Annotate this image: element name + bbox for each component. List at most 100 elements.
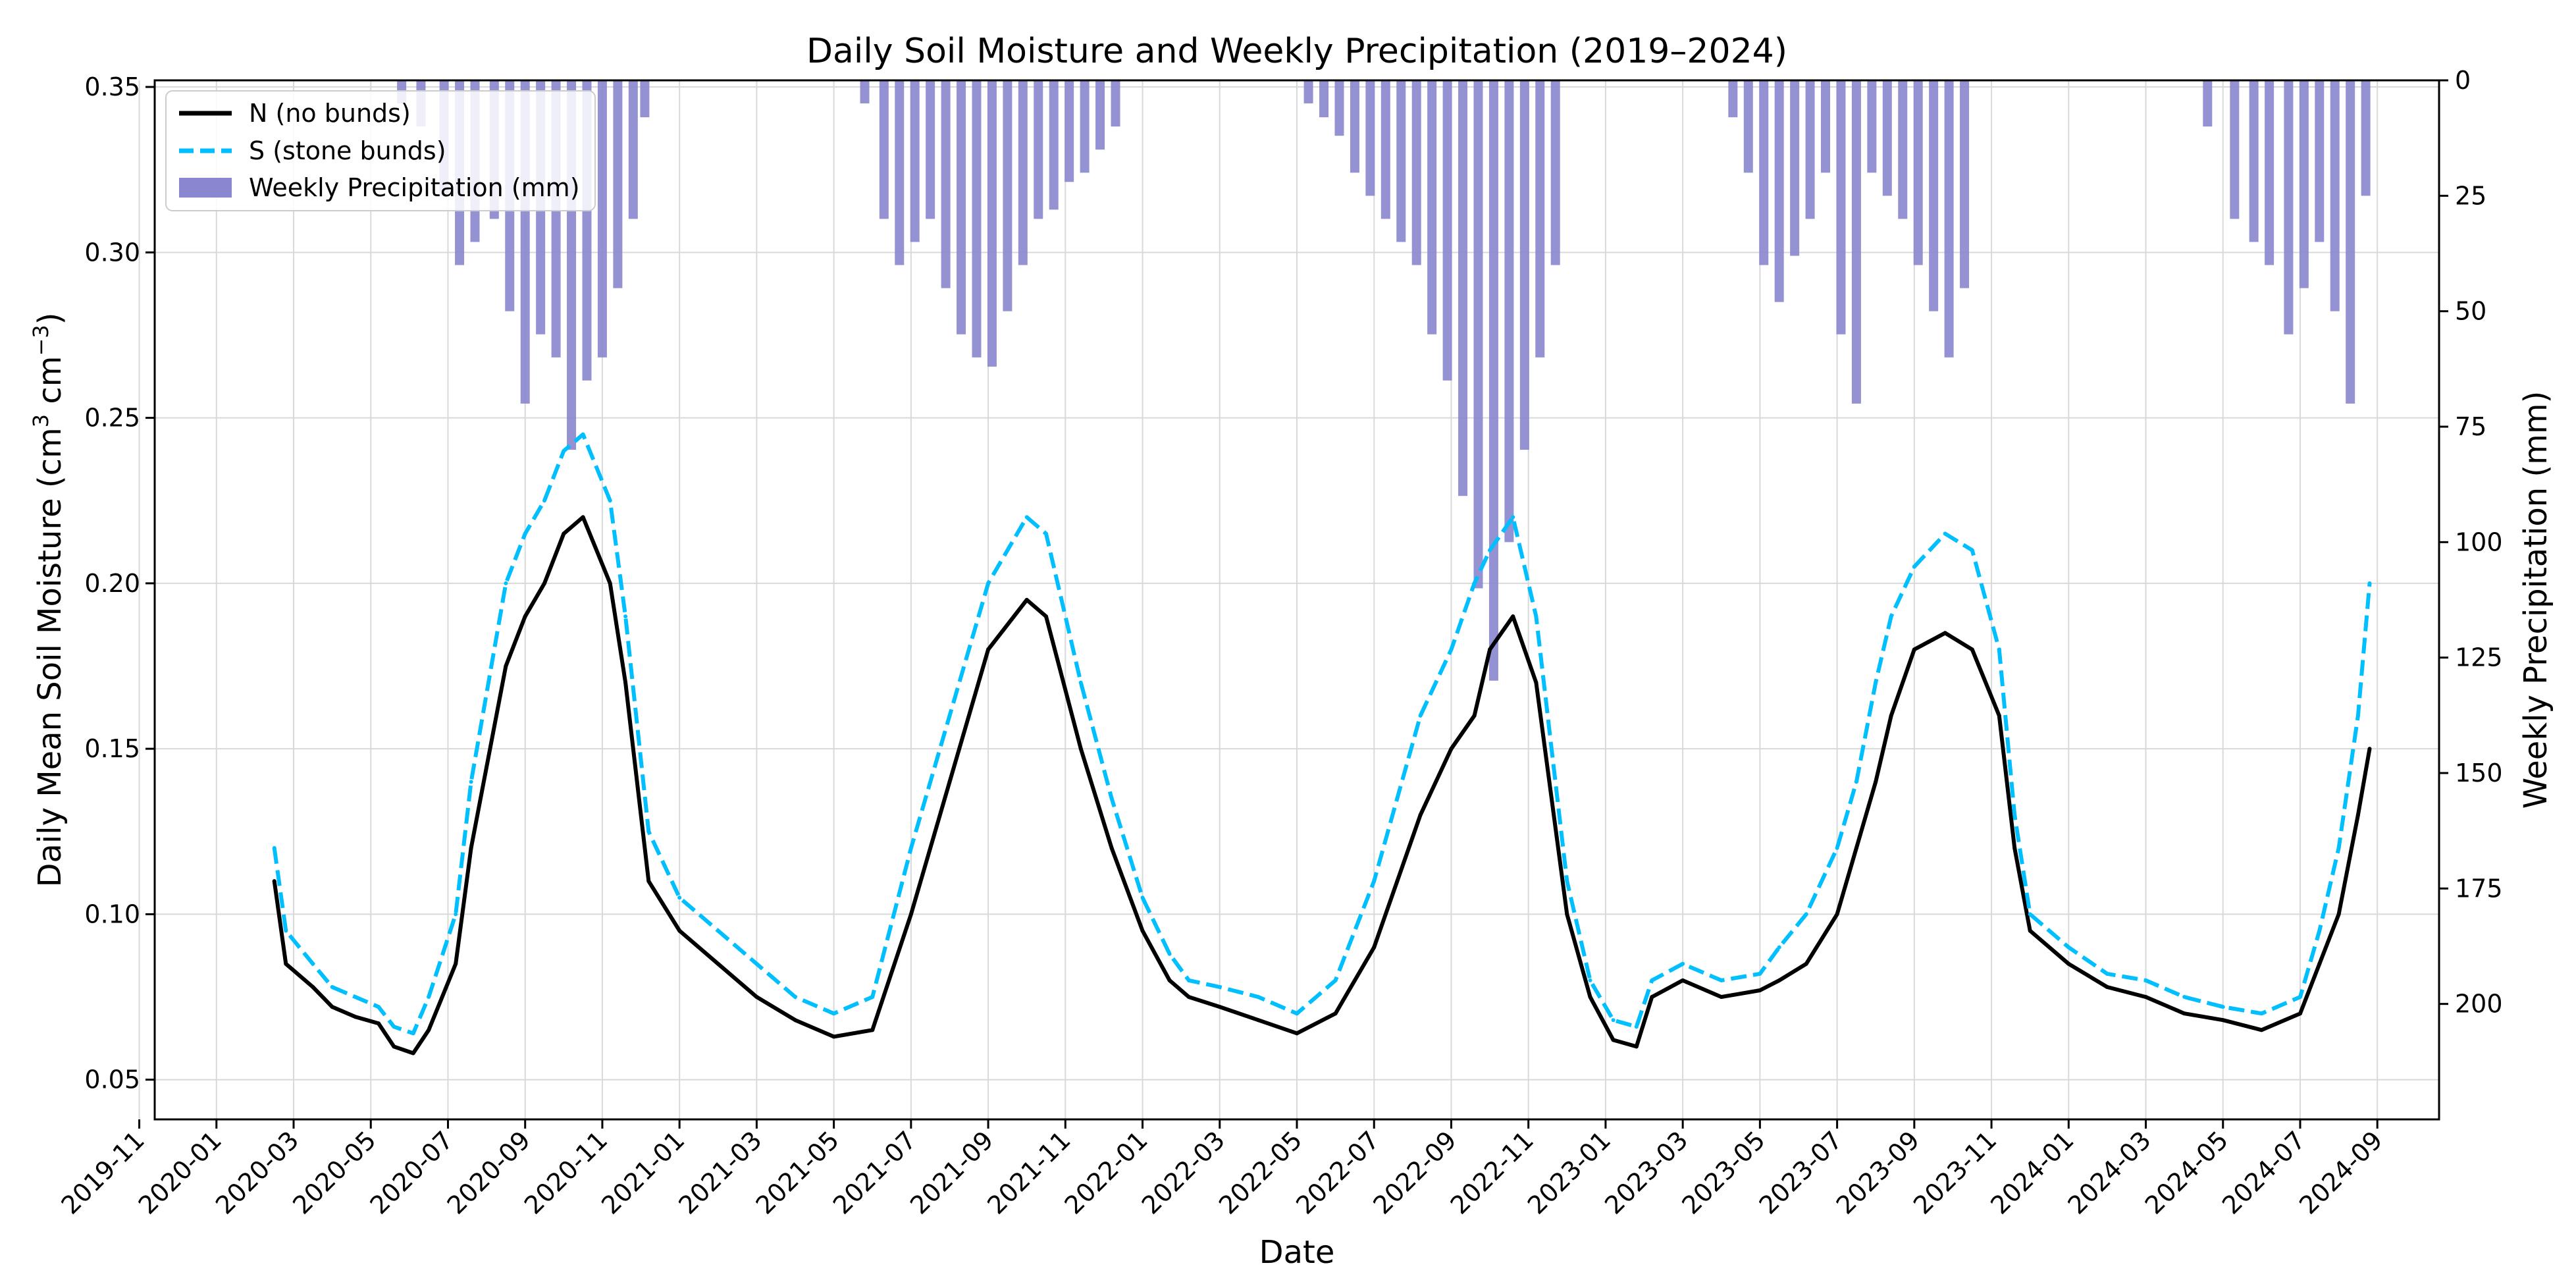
data-point-s (1874, 680, 1878, 685)
data-point-s (1777, 945, 1781, 950)
legend-label-precip: Weekly Precipitation (mm) (249, 173, 580, 202)
legend: N (no bunds) S (stone bunds) Weekly Prec… (165, 90, 596, 211)
data-point-n (1472, 713, 1477, 718)
precip-bar (1759, 80, 1769, 265)
x-tick-label: 2023-01 (1522, 1125, 1616, 1219)
precip-bar (1960, 80, 1970, 288)
data-point-n (2317, 961, 2322, 966)
data-point-n (793, 1018, 798, 1023)
data-point-s (677, 896, 682, 900)
data-point-s (2221, 1005, 2225, 1009)
data-point-n (2336, 912, 2341, 917)
x-tick-label: 2021-01 (596, 1125, 690, 1219)
precip-bar (1867, 80, 1877, 173)
data-point-n (2028, 928, 2032, 933)
data-point-s (2012, 813, 2017, 817)
data-point-n (392, 1044, 396, 1049)
precip-bar (2330, 80, 2340, 311)
x-tick-label: 2020-05 (287, 1125, 381, 1219)
data-point-s (1186, 978, 1191, 982)
data-point-s (1997, 647, 2001, 652)
y-tick-label: 0.25 (84, 404, 140, 433)
data-point-n (1256, 1018, 1261, 1023)
precip-bar (1319, 80, 1329, 118)
data-point-s (1140, 896, 1145, 900)
data-point-s (1611, 1018, 1616, 1023)
x-tick-label: 2024-05 (2140, 1125, 2234, 1219)
y-axis-label: Daily Mean Soil Moisture (cm3 cm−3) (28, 313, 68, 888)
data-point-n (677, 928, 682, 933)
x-tick-label: 2022-11 (1445, 1125, 1539, 1219)
precip-bar (1458, 80, 1468, 496)
x-tick-label: 2020-03 (210, 1125, 304, 1219)
data-point-n (311, 984, 315, 989)
precip-bar (957, 80, 966, 334)
data-point-s (646, 829, 651, 834)
data-point-s (870, 995, 875, 1000)
precip-bar (1821, 80, 1831, 173)
data-point-n (1912, 647, 1916, 652)
precip-bar (1334, 80, 1344, 136)
data-point-s (2367, 581, 2372, 585)
data-point-n (1078, 747, 1083, 751)
data-point-s (2317, 928, 2322, 933)
data-point-n (376, 1021, 381, 1026)
data-point-s (1472, 581, 1477, 585)
data-point-n (284, 961, 288, 966)
data-point-n (1511, 614, 1515, 619)
data-point-n (1970, 647, 1974, 652)
x-tick-label: 2024-01 (1985, 1125, 2079, 1219)
precip-bar (987, 80, 997, 367)
precip-bar (2299, 80, 2309, 288)
data-point-s (2182, 995, 2187, 1000)
data-point-n (1024, 598, 1029, 602)
data-point-s (2028, 912, 2032, 917)
data-point-s (2143, 978, 2148, 982)
data-point-s (1024, 515, 1029, 520)
data-point-s (831, 1011, 836, 1016)
data-point-n (646, 879, 651, 884)
x-tick-label: 2022-01 (1059, 1125, 1153, 1219)
data-point-s (1565, 879, 1569, 884)
data-point-n (427, 1028, 431, 1032)
x-tick-label: 2021-05 (750, 1125, 845, 1219)
precip-bar (1003, 80, 1012, 311)
data-point-s (623, 614, 628, 619)
precip-bar (1519, 80, 1529, 450)
precip-bar (1550, 80, 1560, 265)
x-tick-label: 2024-07 (2217, 1125, 2311, 1219)
data-point-s (392, 1025, 396, 1029)
data-point-s (2105, 971, 2109, 976)
data-point-s (1167, 951, 1172, 956)
data-point-s (353, 995, 357, 1000)
data-point-s (1943, 531, 1947, 536)
data-point-n (623, 680, 628, 685)
precip-bar (1535, 80, 1545, 358)
data-point-s (2298, 995, 2302, 1000)
data-point-n (1186, 995, 1191, 1000)
precip-bar (2346, 80, 2355, 404)
legend-box (165, 90, 596, 211)
data-point-n (947, 780, 952, 784)
data-point-s (1449, 647, 1454, 652)
data-point-s (1078, 680, 1083, 685)
chart-title: Daily Soil Moisture and Weekly Precipita… (806, 32, 1787, 71)
y2-tick-label: 125 (2455, 643, 2503, 672)
precip-bar (1065, 80, 1074, 182)
data-point-n (2367, 747, 2372, 751)
data-point-n (1758, 988, 1762, 993)
data-point-s (1372, 879, 1377, 884)
precip-bar (1790, 80, 1800, 256)
data-point-s (454, 912, 458, 917)
y2-tick-label: 200 (2455, 990, 2503, 1019)
precip-bar (860, 80, 870, 104)
data-point-n (1449, 747, 1454, 751)
data-point-s (1295, 1011, 1299, 1016)
data-point-n (1109, 845, 1114, 850)
precip-bar (597, 80, 607, 358)
data-point-n (1044, 614, 1049, 619)
data-point-n (2355, 813, 2360, 817)
data-point-n (2259, 1028, 2264, 1032)
x-tick-label: 2022-09 (1367, 1125, 1461, 1219)
